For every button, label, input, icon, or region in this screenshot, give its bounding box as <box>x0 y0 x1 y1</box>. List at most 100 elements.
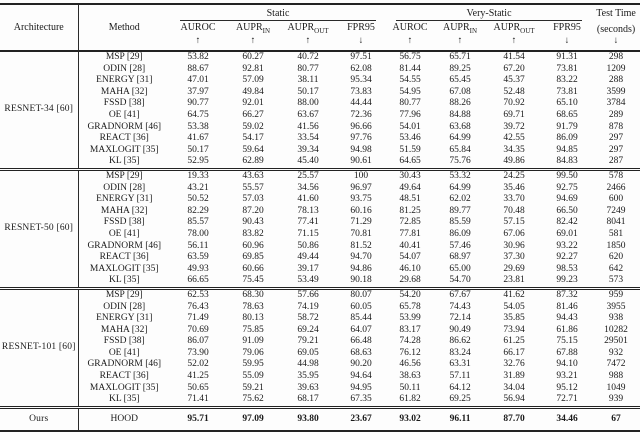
metric-value: 39.17 <box>297 263 319 274</box>
col-header-fpr95-static: FPR95 <box>347 22 375 33</box>
metric-value: 82.42 <box>556 217 578 228</box>
metric-value: 66.50 <box>556 205 578 216</box>
metric-value: 94.10 <box>556 359 578 370</box>
metric-value: 41.25 <box>187 371 209 382</box>
method-label: MAHA [32] <box>100 86 148 97</box>
results-table: Architecture Method Static Very-Static T… <box>0 3 640 432</box>
metric-value: 25.57 <box>297 170 319 181</box>
metric-value: 92.01 <box>242 98 264 109</box>
metric-value: 51.59 <box>399 144 421 155</box>
metric-value: 45.40 <box>297 156 319 167</box>
metric-value: 53.38 <box>187 121 209 132</box>
method-label: MAXLOGIT [35] <box>89 144 159 155</box>
metric-value: 1850 <box>606 240 626 251</box>
metric-value: 74.28 <box>399 336 421 347</box>
metric-value: 64.65 <box>399 156 421 167</box>
ours-block: Ours HOOD 95.71 97.09 93.80 23.67 93.02 … <box>0 407 640 431</box>
metric-value: 297 <box>608 144 624 155</box>
metric-value: 41.60 <box>297 194 319 205</box>
metric-value: 41.67 <box>187 133 209 144</box>
metric-value: 82.29 <box>187 205 209 216</box>
table-row: FSSD [38] 90.77 92.01 88.00 44.44 80.77 88.26 7… <box>0 98 640 110</box>
metric-value: 56.11 <box>187 240 209 251</box>
metric-value: 37.30 <box>503 252 525 263</box>
metric-value: 41.54 <box>503 52 525 63</box>
metric-value: 76.43 <box>187 301 209 312</box>
metric-value: 80.13 <box>242 313 264 324</box>
metric-value: 33.70 <box>503 194 525 205</box>
metric-value: 39.34 <box>297 144 319 155</box>
metric-value: 75.45 <box>242 275 264 286</box>
metric-value: 57.11 <box>449 371 471 382</box>
metric-value: 54.20 <box>399 289 421 300</box>
header-metric-row: AUROC AUPRIN AUPROUT FPR95 AUROC AUPRIN … <box>0 21 640 35</box>
metric-value: 600 <box>608 194 624 205</box>
metric-value: 23.81 <box>503 275 525 286</box>
method-label: KL [35] <box>108 275 140 286</box>
metric-value: 97.51 <box>350 52 372 63</box>
metric-value: 24.25 <box>503 170 525 181</box>
metric-value: 23.67 <box>350 414 372 425</box>
method-label: MSP [29] <box>105 170 143 181</box>
metric-value: 89.77 <box>449 205 471 216</box>
metric-value: 8041 <box>606 217 626 228</box>
architecture-label: RESNET-101 [60] <box>0 288 79 408</box>
method-label: KL [35] <box>108 156 140 167</box>
metric-value: 48.51 <box>399 194 421 205</box>
metric-value: 71.15 <box>297 228 319 239</box>
col-group-very-static: Very-Static <box>386 4 592 21</box>
metric-value: 50.17 <box>187 144 209 155</box>
metric-value: 62.53 <box>187 289 209 300</box>
metric-value: 88.67 <box>187 63 209 74</box>
metric-value: 53.82 <box>187 52 209 63</box>
metric-value: 49.64 <box>399 182 421 193</box>
table-row: ODIN [28] 88.67 92.81 80.77 62.08 81.44 89.25 6… <box>0 64 640 76</box>
col-header-method: Method <box>108 22 140 33</box>
table-row: MAXLOGIT [35] 50.65 59.21 39.63 94.95 50.11 64… <box>0 383 640 395</box>
metric-value: 67.35 <box>350 394 372 405</box>
metric-value: 93.02 <box>399 414 421 425</box>
table-row: RESNET-34 [60] MSP [29] 53.82 60.27 40.72 97.… <box>0 51 640 170</box>
table-row: FSSD [38] 86.07 91.09 79.21 66.48 74.28 86.62 6… <box>0 336 640 348</box>
metric-value: 62.89 <box>242 156 264 167</box>
architecture-label: RESNET-34 [60] <box>0 51 79 170</box>
method-label: FSSD [38] <box>103 98 145 109</box>
metric-value: 68.30 <box>242 289 264 300</box>
metric-value: 64.99 <box>449 133 471 144</box>
metric-value: 79.06 <box>242 347 264 358</box>
table-row: REACT [36] 63.59 69.85 49.44 94.70 54.07 68.97… <box>0 252 640 264</box>
metric-value: 72.71 <box>556 394 578 405</box>
metric-value: 86.07 <box>187 336 209 347</box>
metric-value: 49.44 <box>297 252 319 263</box>
metric-value: 39.72 <box>503 121 525 132</box>
metric-value: 287 <box>608 156 624 167</box>
metric-value: 7249 <box>606 205 626 216</box>
metric-value: 72.14 <box>449 313 471 324</box>
col-header-test-time-unit: (seconds) <box>596 24 636 35</box>
metric-value: 53.46 <box>399 133 421 144</box>
table-row: RESNET-50 [60] MSP [29] 19.33 43.63 25.57 100… <box>0 169 640 289</box>
table-row: ENERGY [31] 50.52 57.03 41.60 93.75 48.51 62.0… <box>0 194 640 206</box>
metric-value: 19.33 <box>187 170 209 181</box>
metric-value: 86.62 <box>449 336 471 347</box>
metric-value: 97.76 <box>350 133 372 144</box>
architecture-block: RESNET-50 [60] MSP [29] 19.33 43.63 25.57 100… <box>0 169 640 289</box>
metric-value: 3599 <box>606 86 626 97</box>
metric-value: 34.56 <box>297 182 319 193</box>
method-label: REACT [36] <box>99 252 149 263</box>
table-row: REACT [36] 41.67 54.17 33.54 97.76 53.46 64.99… <box>0 133 640 145</box>
table-row: OE [41] 73.90 79.06 69.05 68.63 76.12 83.24 66.… <box>0 348 640 360</box>
metric-value: 75.85 <box>242 324 264 335</box>
header-arrow-row: ↑ ↑ ↑ ↓ ↑ ↑ ↑ ↓ ↓ <box>0 35 640 51</box>
metric-value: 29.68 <box>399 275 421 286</box>
metric-value: 3955 <box>606 301 626 312</box>
metric-value: 61.82 <box>399 394 421 405</box>
metric-value: 7472 <box>606 359 626 370</box>
metric-value: 94.86 <box>350 263 372 274</box>
table-row: ODIN [28] 76.43 78.63 74.19 60.05 65.78 74.43 5… <box>0 301 640 313</box>
metric-value: 91.09 <box>242 336 264 347</box>
metric-value: 49.86 <box>503 156 525 167</box>
metric-value: 70.92 <box>503 98 525 109</box>
metric-value: 77.81 <box>399 228 421 239</box>
